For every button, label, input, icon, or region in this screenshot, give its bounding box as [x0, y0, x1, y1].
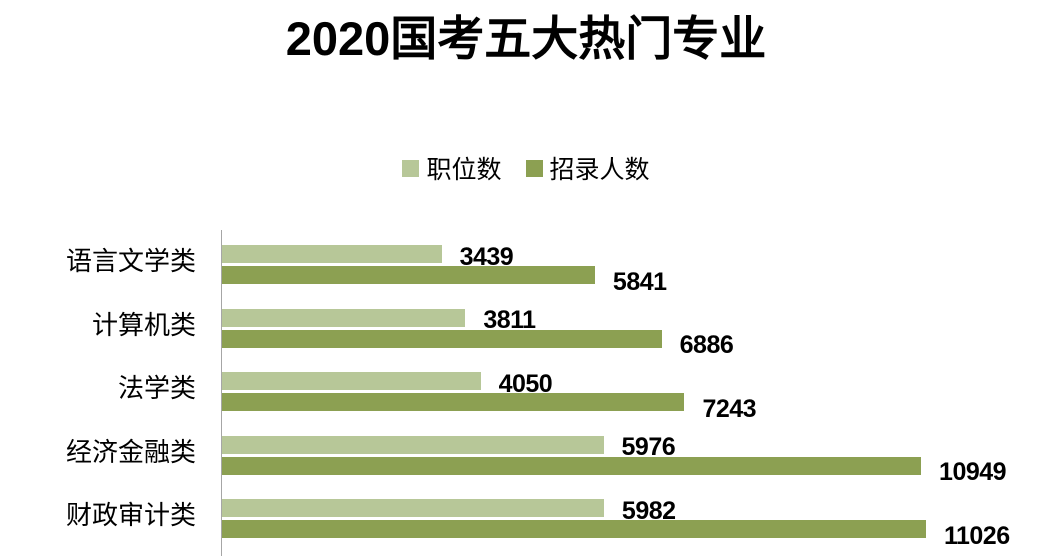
category-label: 经济金融类 [65, 437, 196, 467]
bar-value-label: 5982 [621, 496, 676, 525]
chart-title: 2020国考五大热门专业 [0, 8, 1052, 71]
y-axis-line [221, 230, 222, 556]
bar-group: 5976 10949 [222, 419, 1052, 486]
bar [222, 393, 685, 411]
bar [222, 435, 604, 454]
bar [222, 499, 604, 517]
bar [222, 308, 466, 327]
bar-line: 7243 [222, 393, 1052, 423]
chart-title-year: 2020 [285, 12, 391, 65]
bar-value-label: 11026 [943, 521, 1010, 550]
bar [222, 372, 481, 390]
bar-line: 6886 [222, 329, 1052, 359]
bar-value-label: 7243 [702, 394, 757, 423]
legend-item: 招录人数 [525, 150, 650, 186]
bar [222, 520, 926, 538]
bar-value-label: 6886 [679, 331, 734, 359]
category-label: 语言文学类 [65, 247, 196, 277]
bar-group: 3439 5841 [222, 228, 1052, 296]
bar [222, 266, 595, 284]
legend-label: 职位数 [426, 157, 502, 184]
bar-value-label: 10949 [939, 458, 1007, 486]
bar-line: 11026 [222, 520, 1052, 550]
chart-row: 计算机类 3811 6886 [0, 292, 1052, 359]
bar-group: 4050 7243 [222, 355, 1052, 423]
legend-label: 招录人数 [549, 157, 650, 184]
bar-line: 10949 [222, 456, 1052, 486]
legend: 职位数 招录人数 [0, 150, 1052, 186]
legend-item: 职位数 [402, 150, 502, 186]
bar-value-label: 5976 [621, 433, 676, 461]
bar-value-label: 3439 [459, 242, 514, 271]
bar-line: 5976 [222, 433, 1052, 461]
bar-line: 5841 [222, 266, 1052, 296]
chart-row: 语言文学类 3439 5841 [0, 228, 1052, 296]
category-label: 法学类 [117, 374, 196, 404]
legend-swatch [402, 159, 420, 177]
bar-group: 3811 6886 [222, 292, 1052, 359]
chart-row: 经济金融类 5976 10949 [0, 419, 1052, 486]
category-label: 财政审计类 [65, 501, 196, 531]
chart: 语言文学类 3439 5841 计算机类 3811 6886 法学类 4050 7243 经济金融… [0, 228, 1052, 556]
chart-row: 法学类 4050 7243 [0, 355, 1052, 423]
bar-line: 3439 [222, 243, 1052, 271]
bar-group: 5982 11026 [222, 482, 1052, 550]
bar-value-label: 3811 [483, 306, 536, 334]
chart-rows: 语言文学类 3439 5841 计算机类 3811 6886 法学类 4050 7243 经济金融… [0, 228, 1052, 556]
bar-value-label: 5841 [612, 267, 667, 296]
legend-swatch [525, 159, 543, 177]
chart-row: 财政审计类 5982 11026 [0, 482, 1052, 550]
chart-title-text: 国考五大热门专业 [390, 14, 767, 66]
bar-line: 3811 [222, 306, 1052, 334]
bar-line: 5982 [222, 497, 1052, 525]
bar [222, 329, 662, 348]
bar-line: 4050 [222, 370, 1052, 398]
bar-value-label: 4050 [498, 369, 553, 398]
bar [222, 245, 442, 263]
bar [222, 456, 922, 475]
category-label: 计算机类 [91, 310, 196, 340]
